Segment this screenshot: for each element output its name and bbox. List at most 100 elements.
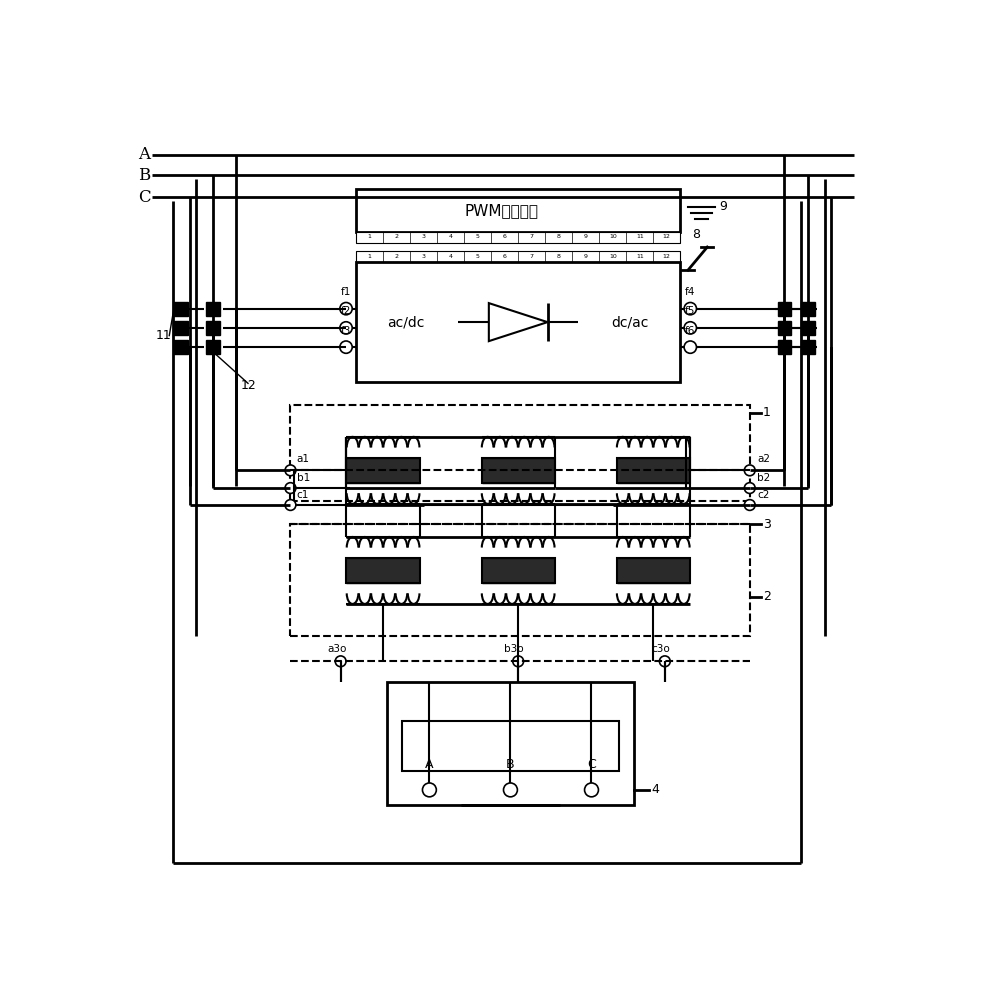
- Bar: [357, 251, 680, 262]
- Text: 11: 11: [155, 329, 171, 342]
- Bar: [386, 682, 633, 805]
- Text: f2: f2: [341, 306, 352, 316]
- Text: a1: a1: [297, 454, 310, 464]
- Text: c1: c1: [297, 490, 309, 500]
- Circle shape: [340, 341, 353, 353]
- Bar: [347, 458, 419, 483]
- Text: f5: f5: [685, 306, 695, 316]
- Bar: [174, 340, 188, 354]
- Circle shape: [285, 500, 296, 510]
- Circle shape: [684, 302, 696, 315]
- Bar: [206, 340, 220, 354]
- Bar: [617, 558, 690, 583]
- Text: 10: 10: [609, 234, 617, 239]
- Bar: [174, 302, 188, 316]
- Text: a3o: a3o: [327, 644, 347, 654]
- Bar: [357, 232, 680, 243]
- Circle shape: [422, 783, 436, 797]
- Polygon shape: [489, 303, 548, 341]
- Text: 7: 7: [530, 234, 534, 239]
- Text: 11: 11: [635, 234, 643, 239]
- Text: 3: 3: [763, 518, 771, 531]
- Text: 8: 8: [691, 228, 700, 241]
- Text: 1: 1: [368, 254, 372, 259]
- Text: 9: 9: [719, 200, 727, 213]
- Text: 1: 1: [368, 234, 372, 239]
- Bar: [402, 721, 619, 771]
- Circle shape: [659, 656, 670, 667]
- Text: 12: 12: [240, 379, 256, 392]
- Text: 4: 4: [448, 234, 452, 239]
- Bar: [291, 405, 750, 501]
- Text: C: C: [138, 188, 151, 206]
- Text: a2: a2: [758, 454, 771, 464]
- Text: f6: f6: [685, 326, 695, 336]
- Text: 8: 8: [557, 254, 561, 259]
- Text: dc/ac: dc/ac: [612, 315, 648, 329]
- Circle shape: [744, 500, 755, 510]
- Text: 8: 8: [557, 234, 561, 239]
- Text: A: A: [425, 758, 433, 771]
- Text: 1: 1: [763, 406, 771, 419]
- Text: 9: 9: [584, 234, 588, 239]
- Circle shape: [285, 483, 296, 493]
- Circle shape: [285, 465, 296, 476]
- Circle shape: [336, 656, 346, 667]
- Text: 12: 12: [662, 234, 670, 239]
- Circle shape: [684, 322, 696, 334]
- Bar: [357, 262, 680, 382]
- Text: C: C: [587, 758, 596, 771]
- Text: 10: 10: [609, 254, 617, 259]
- Text: f1: f1: [341, 287, 352, 297]
- Text: A: A: [138, 146, 150, 163]
- Text: 2: 2: [394, 234, 398, 239]
- Circle shape: [340, 322, 353, 334]
- Text: 5: 5: [476, 254, 480, 259]
- Text: 12: 12: [662, 254, 670, 259]
- Circle shape: [504, 783, 517, 797]
- Text: 7: 7: [530, 254, 534, 259]
- Circle shape: [513, 656, 524, 667]
- Bar: [206, 302, 220, 316]
- Text: 6: 6: [503, 234, 507, 239]
- Bar: [801, 321, 815, 335]
- Text: B: B: [506, 758, 515, 771]
- Text: 2: 2: [763, 590, 771, 603]
- Circle shape: [744, 465, 755, 476]
- Circle shape: [744, 483, 755, 493]
- Bar: [778, 340, 792, 354]
- Text: b1: b1: [297, 473, 310, 483]
- Text: c2: c2: [758, 490, 770, 500]
- Text: 3: 3: [421, 254, 425, 259]
- Bar: [801, 340, 815, 354]
- Text: 9: 9: [584, 254, 588, 259]
- Text: c3o: c3o: [651, 644, 670, 654]
- Text: f4: f4: [685, 287, 695, 297]
- Text: b3o: b3o: [505, 644, 524, 654]
- Circle shape: [684, 341, 696, 353]
- Text: 6: 6: [503, 254, 507, 259]
- Bar: [801, 302, 815, 316]
- Text: 3: 3: [421, 234, 425, 239]
- Bar: [206, 321, 220, 335]
- Bar: [778, 302, 792, 316]
- Text: 11: 11: [635, 254, 643, 259]
- Bar: [778, 321, 792, 335]
- Text: 2: 2: [394, 254, 398, 259]
- Bar: [291, 524, 750, 636]
- Circle shape: [340, 302, 353, 315]
- Circle shape: [585, 783, 599, 797]
- Bar: [481, 558, 555, 583]
- Text: 4: 4: [448, 254, 452, 259]
- Text: 5: 5: [476, 234, 480, 239]
- Bar: [347, 558, 419, 583]
- Bar: [174, 321, 188, 335]
- Text: f3: f3: [341, 326, 352, 336]
- Text: ac/dc: ac/dc: [387, 315, 425, 329]
- Bar: [481, 458, 555, 483]
- Text: 4: 4: [651, 783, 658, 796]
- Text: PWM控制芯片: PWM控制芯片: [465, 203, 539, 218]
- Text: b2: b2: [758, 473, 771, 483]
- Bar: [617, 458, 690, 483]
- Text: B: B: [138, 167, 150, 184]
